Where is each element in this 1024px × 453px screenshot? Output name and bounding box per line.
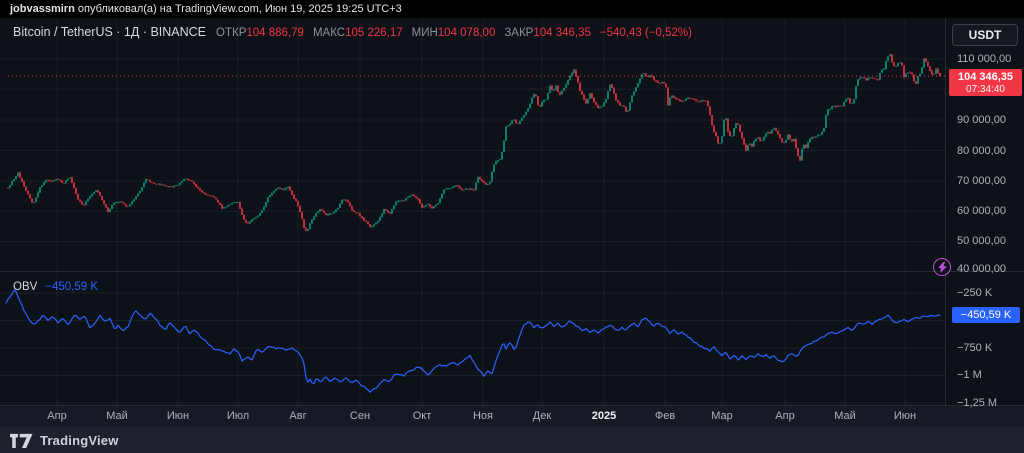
obv-header: OBV −450,59 K — [13, 281, 98, 293]
pane-separator[interactable] — [0, 271, 1024, 272]
attribution-bar: jobvassmirn опубликовал(а) на TradingVie… — [0, 0, 1024, 18]
currency-button[interactable]: USDT — [952, 24, 1018, 46]
obv-value: −450,59 K — [45, 281, 99, 293]
current-price-value: 104 346,35 — [957, 71, 1014, 83]
footer-bar: TradingView — [0, 427, 1024, 453]
attribution-username: jobvassmirn — [10, 3, 75, 15]
attribution-text: опубликовал(а) на TradingView.com, Июн 1… — [77, 3, 402, 15]
ohlc-close: ЗАКР104 346,35 — [504, 27, 591, 39]
grid — [0, 19, 945, 405]
obv-label[interactable]: OBV — [13, 281, 38, 293]
price-scale-separator — [945, 18, 946, 405]
chart-canvas[interactable] — [0, 0, 1024, 427]
lightning-bolt-glyph — [937, 261, 947, 273]
ohlc-high: МАКС105 226,17 — [312, 27, 403, 39]
lightning-icon[interactable] — [933, 258, 951, 276]
symbol-title[interactable]: Bitcoin / TetherUS · 1Д · BINANCE — [13, 25, 207, 39]
ohlc-open: ОТКР104 886,79 — [216, 27, 304, 39]
current-price-badge: 104 346,35 07:34:40 — [949, 69, 1022, 96]
price-change: −540,43 (−0,52%) — [599, 27, 692, 39]
bar-countdown: 07:34:40 — [966, 84, 1005, 95]
ohlc-low: МИН104 078,00 — [411, 27, 496, 39]
tradingview-logo-icon[interactable] — [10, 433, 33, 448]
tradingview-brand-text[interactable]: TradingView — [40, 432, 119, 448]
symbol-header: Bitcoin / TetherUS · 1Д · BINANCE ОТКР10… — [13, 25, 692, 39]
time-axis-strip[interactable] — [0, 405, 1024, 427]
candlestick-series — [7, 54, 941, 232]
obv-line — [5, 289, 941, 393]
obv-value-badge: −450,59 K — [952, 307, 1020, 323]
